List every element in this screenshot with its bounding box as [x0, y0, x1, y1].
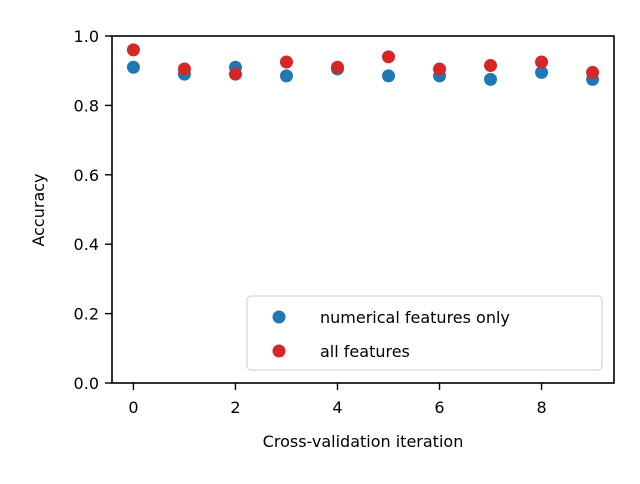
x-axis-label: Cross-validation iteration: [263, 432, 464, 451]
all-features-point: [433, 62, 447, 76]
y-tick-label: 1.0: [74, 27, 99, 46]
x-axis-ticks: 0 2 4 6 8: [128, 383, 547, 417]
x-tick-label: 6: [434, 398, 444, 417]
y-tick-label: 0.6: [74, 166, 99, 185]
legend-box: [246, 295, 603, 371]
all-features-point: [228, 67, 242, 81]
y-tick-label: 0.4: [74, 235, 99, 254]
y-axis-ticks: 0.0 0.2 0.4 0.6 0.8 1.0: [74, 27, 112, 393]
all-features-point: [177, 62, 191, 76]
numerical-features-point: [535, 65, 549, 79]
legend-label-numerical: numerical features only: [320, 308, 510, 327]
x-tick-label: 0: [128, 398, 138, 417]
numerical-features-point: [279, 69, 293, 83]
legend-label-all: all features: [320, 342, 410, 361]
all-features-point: [279, 55, 293, 69]
all-features-point: [484, 58, 498, 72]
numerical-features-point: [382, 69, 396, 83]
legend-marker-all: [272, 344, 286, 358]
all-features-point: [586, 65, 600, 79]
all-features-point: [535, 55, 549, 69]
plot-frame: [111, 35, 615, 384]
x-tick-label: 8: [536, 398, 546, 417]
numerical-features-point: [484, 72, 498, 86]
x-tick-label: 2: [230, 398, 240, 417]
numerical-features-point: [126, 60, 140, 74]
y-tick-label: 0.0: [74, 374, 99, 393]
y-tick-label: 0.8: [74, 96, 99, 115]
all-features-point: [330, 60, 344, 74]
points-layer: [126, 43, 600, 86]
y-tick-label: 0.2: [74, 305, 99, 324]
y-axis-label: Accuracy: [29, 173, 48, 246]
all-features-point: [382, 50, 396, 64]
x-tick-label: 4: [332, 398, 342, 417]
legend: numerical features only all features: [246, 295, 603, 371]
legend-marker-numerical: [272, 310, 286, 324]
all-features-point: [126, 43, 140, 57]
